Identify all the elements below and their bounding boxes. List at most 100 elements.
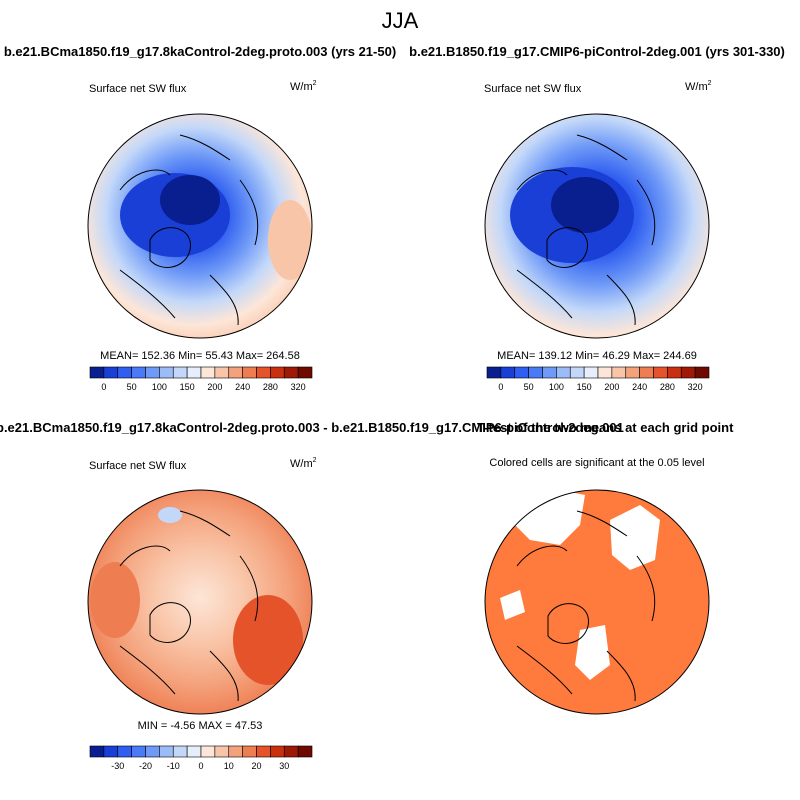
panel3-coastlines — [119, 510, 259, 702]
cb3-swatch-0 — [89, 745, 105, 758]
panel4-nonsig-east — [610, 505, 660, 570]
panel4-coastline-greenland — [547, 603, 589, 644]
cb3-tick-label: 30 — [279, 761, 289, 771]
cb1-swatch-3 — [131, 366, 146, 379]
cb3-swatch-3 — [131, 745, 146, 758]
panel4-title: T-test of the two means at each grid poi… — [477, 420, 734, 435]
panel1-stats: MEAN= 152.36 Min= 55.43 Max= 264.58 — [100, 350, 300, 362]
cb1-swatch-11 — [242, 366, 257, 379]
cb2-swatch-1 — [500, 366, 516, 379]
cb3-swatch-11 — [242, 745, 257, 758]
cb3-swatch-12 — [256, 745, 271, 758]
cb1-swatch-12 — [256, 366, 271, 379]
panel1-colorbar: 0 50 100 150 200 240 280 320 — [89, 366, 313, 392]
cb2-tick-label: 150 — [577, 382, 592, 392]
panel4-nonsig-west — [500, 590, 525, 620]
cb2-tick-label: 320 — [688, 382, 703, 392]
cb2-tick-label: 100 — [549, 382, 564, 392]
panel1-variable-label: Surface net SW flux — [89, 83, 187, 95]
cb1-swatch-2 — [117, 366, 132, 379]
cb3-tick-label: -10 — [167, 761, 180, 771]
panel2-units: W/m2 — [685, 80, 712, 93]
cb2-tick-label: 280 — [660, 382, 675, 392]
cb3-tick-label: -30 — [111, 761, 124, 771]
cb2-swatch-5 — [556, 366, 571, 379]
panel4-nonsig-south — [575, 625, 610, 680]
cb3-swatch-4 — [145, 745, 160, 758]
cb3-swatch-2 — [117, 745, 132, 758]
cb3-tick-label: 0 — [198, 761, 203, 771]
panel1-map — [87, 113, 313, 339]
panel3-stats: MIN = -4.56 MAX = 47.53 — [137, 720, 263, 732]
cb1-swatch-15 — [297, 366, 313, 379]
panel3-colorbar: -30 -20 -10 0 10 20 30 — [89, 745, 313, 771]
cb2-swatch-0 — [486, 366, 502, 379]
cb2-swatch-4 — [542, 366, 557, 379]
panel4-coastlines — [516, 510, 656, 702]
panel2-colorbar: 0 50 100 150 200 240 280 320 — [486, 366, 710, 392]
cb3-swatch-7 — [186, 745, 202, 758]
cb1-swatch-4 — [145, 366, 160, 379]
panel3-coastline-greenland — [149, 602, 191, 643]
cb2-swatch-15 — [694, 366, 710, 379]
cb3-swatch-10 — [228, 745, 243, 758]
cb3-swatch-8 — [200, 745, 216, 758]
cb1-swatch-13 — [270, 366, 285, 379]
panel2-coastline-greenland — [546, 227, 588, 268]
cb1-tick-label: 200 — [207, 382, 222, 392]
cb1-tick-label: 100 — [152, 382, 167, 392]
cb3-tick-label: -20 — [139, 761, 152, 771]
cb2-tick-label: 240 — [632, 382, 647, 392]
cb2-swatch-10 — [625, 366, 640, 379]
panel3-west-high — [90, 562, 140, 638]
cb3-tick-label: 10 — [224, 761, 234, 771]
cb3-swatch-14 — [283, 745, 299, 758]
panel3-variable-label: Surface net SW flux — [89, 460, 187, 472]
cb1-tick-label: 0 — [101, 382, 106, 392]
panel3-map — [87, 489, 313, 715]
cb1-swatch-0 — [89, 366, 105, 379]
cb2-tick-label: 50 — [524, 382, 534, 392]
cb1-swatch-9 — [214, 366, 230, 379]
cb2-swatch-6 — [569, 366, 585, 379]
panel2-stats: MEAN= 139.12 Min= 46.29 Max= 244.69 — [497, 350, 697, 362]
cb2-swatch-2 — [514, 366, 529, 379]
cb3-swatch-6 — [172, 745, 188, 758]
cb2-tick-label: 0 — [498, 382, 503, 392]
cb2-swatch-13 — [667, 366, 682, 379]
panel3-border — [87, 489, 313, 715]
panel2-arctic-min — [551, 177, 619, 233]
panel1-coastlines — [119, 134, 259, 326]
panel1-title: b.e21.BCma1850.f19_g17.8kaControl-2deg.p… — [3, 44, 397, 59]
cb1-tick-label: 240 — [235, 382, 250, 392]
cb1-tick-label: 50 — [127, 382, 137, 392]
cb3-tick-label: 20 — [251, 761, 261, 771]
cb2-swatch-11 — [639, 366, 654, 379]
panel1-arctic-min — [160, 175, 220, 225]
cb1-tick-label: 320 — [291, 382, 306, 392]
panel2-border — [484, 113, 710, 339]
panel4-border — [484, 489, 710, 715]
cb1-swatch-5 — [159, 366, 174, 379]
cb1-tick-label: 280 — [263, 382, 278, 392]
panel2-title: b.e21.B1850.f19_g17.CMIP6-piControl-2deg… — [409, 44, 785, 59]
figure-suptitle: JJA — [381, 8, 419, 33]
panel1-units: W/m2 — [290, 80, 317, 93]
panel4-subtitle: Colored cells are significant at the 0.0… — [489, 457, 705, 469]
cb1-swatch-8 — [200, 366, 216, 379]
cb3-swatch-1 — [103, 745, 119, 758]
cb2-swatch-7 — [583, 366, 599, 379]
cb1-swatch-6 — [172, 366, 188, 379]
cb1-tick-label: 150 — [180, 382, 195, 392]
panel3-east-high — [233, 595, 303, 685]
cb2-swatch-3 — [528, 366, 543, 379]
panel3-title: b.e21.BCma1850.f19_g17.8kaControl-2deg.p… — [0, 420, 624, 435]
panel2-variable-label: Surface net SW flux — [484, 83, 582, 95]
panel3-units: W/m2 — [290, 457, 317, 470]
cb2-swatch-12 — [653, 366, 668, 379]
cb1-swatch-10 — [228, 366, 243, 379]
cb2-tick-label: 200 — [604, 382, 619, 392]
cb3-swatch-15 — [297, 745, 313, 758]
cb2-swatch-8 — [597, 366, 613, 379]
